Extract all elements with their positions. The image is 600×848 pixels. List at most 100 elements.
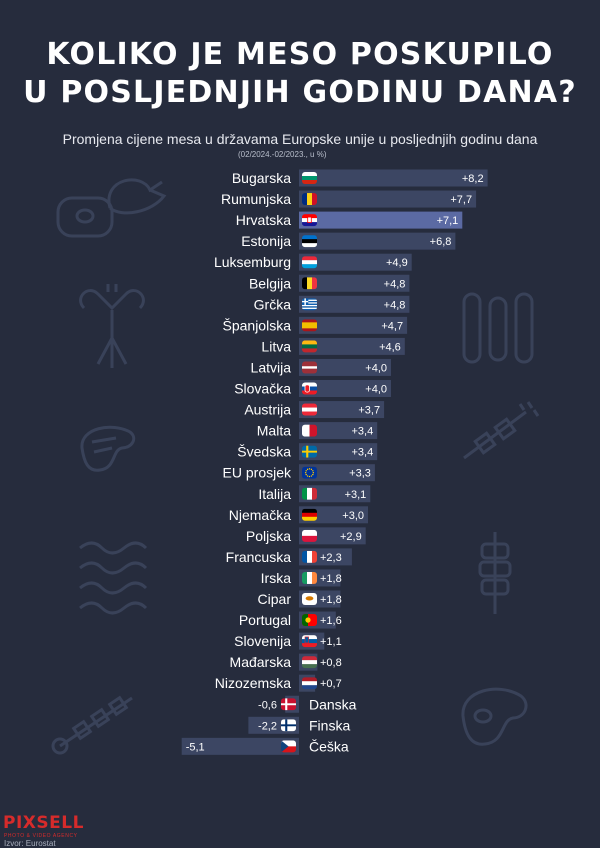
steak-icon — [80, 425, 136, 472]
bar — [299, 401, 385, 419]
category-label: Belgija — [249, 275, 291, 291]
bar — [181, 737, 299, 755]
flag-icon-lv — [302, 361, 317, 374]
bar — [299, 295, 410, 313]
category-label: Portugal — [239, 612, 291, 628]
value-label: +0,7 — [320, 678, 342, 690]
category-label: Irska — [261, 570, 292, 586]
bar-row: Grčka +4,8 — [254, 295, 410, 313]
flag-icon-it — [302, 487, 317, 500]
value-label: +7,1 — [437, 215, 459, 227]
category-label: Slovenija — [234, 633, 291, 649]
category-label: Luksemburg — [214, 254, 291, 270]
bar-row: Finska -2,2 — [248, 716, 350, 734]
category-label: Hrvatska — [236, 212, 291, 228]
bar-row: Rumunjska +7,7 — [221, 190, 477, 208]
steak-plate-icon — [461, 687, 528, 746]
bar-row: Luksemburg +4,9 — [214, 253, 412, 271]
flag-icon-pl — [302, 529, 317, 542]
bar — [299, 211, 463, 229]
chart-subtitle: Promjena cijene mesa u državama Europske… — [62, 131, 538, 147]
category-label: Italija — [258, 486, 291, 502]
flag-icon-se — [302, 445, 317, 458]
value-label: +4,0 — [365, 362, 387, 374]
flag-icon-cz — [281, 740, 296, 753]
value-label: +3,7 — [358, 405, 380, 417]
bar-row: EU prosjek +3,3 — [223, 464, 375, 482]
sausages-icon — [462, 292, 534, 364]
flag-icon-si — [302, 635, 317, 648]
category-label: Bugarska — [232, 170, 291, 186]
flag-icon-bg — [302, 172, 317, 184]
value-label: +1,1 — [320, 636, 342, 648]
flag-icon-dk — [281, 698, 296, 711]
value-label: +6,8 — [430, 236, 452, 248]
bar — [299, 358, 391, 376]
bar-row: Češka -5,1 — [181, 737, 349, 755]
value-label: +7,7 — [450, 194, 472, 206]
value-label: -2,2 — [258, 720, 277, 732]
flag-icon-nl — [302, 677, 317, 690]
value-label: -5,1 — [186, 741, 205, 753]
value-label: +2,9 — [340, 531, 362, 543]
flag-icon-fi — [281, 719, 296, 732]
value-label: +1,8 — [320, 594, 342, 606]
sausage-fork-icon — [79, 284, 145, 368]
grill-skewer-icon — [463, 401, 540, 460]
flag-icon-ie — [302, 571, 317, 584]
category-label: Cipar — [258, 591, 292, 607]
bar-row: Slovenija +1,1 — [234, 632, 342, 650]
category-label: Nizozemska — [215, 675, 291, 691]
category-label: Litva — [261, 338, 291, 354]
bar-row: Belgija +4,8 — [249, 274, 410, 292]
flag-icon-at — [302, 403, 317, 416]
bar-row: Malta +3,4 — [257, 422, 378, 440]
bar-row: Nizozemska +0,7 — [215, 674, 342, 692]
value-label: +4,8 — [384, 299, 406, 311]
bar — [299, 464, 375, 482]
bar-row: Mađarska +0,8 — [230, 653, 342, 671]
category-label: Poljska — [246, 528, 291, 544]
flag-icon-lt — [302, 340, 317, 353]
category-label: Španjolska — [223, 317, 292, 333]
bar — [299, 169, 488, 187]
flag-icon-eu — [302, 466, 317, 479]
flag-icon-fr — [302, 550, 317, 563]
page-title-line-1: KOLIKO JE MESO POSKUPILO — [46, 37, 554, 72]
category-label: Danska — [309, 696, 357, 712]
flag-icon-de — [302, 508, 317, 521]
category-label: Latvija — [251, 359, 292, 375]
category-label: Njemačka — [229, 507, 291, 523]
value-label: +4,6 — [379, 341, 401, 353]
bar — [299, 337, 405, 355]
flag-icon-lu — [302, 256, 317, 269]
category-label: Rumunjska — [221, 191, 291, 207]
bar — [299, 190, 477, 208]
value-label: +3,3 — [349, 468, 371, 480]
value-label: -0,6 — [258, 699, 277, 711]
category-label: Mađarska — [230, 654, 292, 670]
bar — [299, 443, 378, 461]
meat-chicken-icon — [56, 178, 167, 238]
bar — [299, 485, 371, 503]
value-label: +1,6 — [320, 615, 342, 627]
flag-icon-hr — [302, 214, 317, 227]
bar-row: Estonija +6,8 — [241, 232, 456, 250]
value-label: +3,4 — [351, 426, 373, 438]
bar — [299, 232, 456, 250]
bar-row: Irska +1,8 — [261, 569, 342, 587]
bar-row: Cipar +1,8 — [258, 590, 342, 608]
value-label: +4,7 — [381, 320, 403, 332]
kebab-icon — [478, 532, 512, 614]
flag-icon-ro — [302, 193, 317, 206]
chart-subnote: (02/2024.-02/2023., u %) — [238, 150, 327, 159]
flag-icon-hu — [302, 656, 317, 669]
page-title-line-2: U POSLJEDNJIH GODINU DANA? — [23, 75, 577, 110]
bar-row: Hrvatska +7,1 — [236, 211, 463, 229]
bar-row: Danska -0,6 — [258, 695, 357, 713]
bacon-icon — [79, 541, 148, 615]
logo-tagline: PHOTO & VIDEO AGENCY — [4, 833, 78, 839]
category-label: Austrija — [244, 402, 291, 418]
flag-icon-cy — [302, 593, 317, 605]
